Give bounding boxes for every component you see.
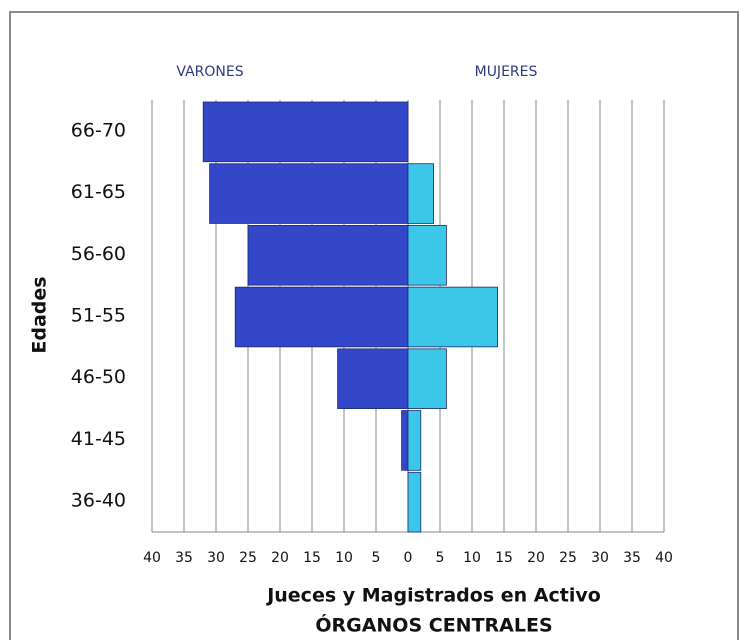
y-tick-label: 66-70 <box>71 119 126 141</box>
x-tick-label: 5 <box>436 550 445 566</box>
x-tick-label: 10 <box>463 550 481 566</box>
bar <box>234 286 409 348</box>
x-tick-label: 20 <box>527 550 545 566</box>
bar <box>337 348 409 409</box>
x-tick-label: 15 <box>303 550 321 566</box>
x-tick-label: 25 <box>559 550 577 566</box>
bar <box>202 101 409 163</box>
x-tick-label: 15 <box>495 550 513 566</box>
subtitle: ÓRGANOS CENTRALES <box>315 613 552 637</box>
y-tick-label: 36-40 <box>71 490 126 512</box>
bar <box>407 286 498 348</box>
x-tick-label: 20 <box>271 550 289 566</box>
y-tick-label: 41-45 <box>71 428 126 450</box>
x-tick-label: 30 <box>207 550 225 566</box>
bar <box>247 225 409 286</box>
x-tick-label: 40 <box>655 550 673 566</box>
x-tick-label: 30 <box>591 550 609 566</box>
x-tick-label: 40 <box>143 550 161 566</box>
y-axis-title: Edades <box>29 276 51 353</box>
bar <box>209 163 409 224</box>
bar <box>407 410 422 471</box>
x-tick-label: 35 <box>623 550 641 566</box>
bar <box>407 471 422 533</box>
x-axis-title: Jueces y Magistrados en Activo <box>265 585 601 607</box>
legend-label: VARONES <box>176 64 243 80</box>
x-tick-label: 25 <box>239 550 257 566</box>
y-tick-label: 51-55 <box>71 305 126 327</box>
x-tick-label: 5 <box>372 550 381 566</box>
y-tick-label: 46-50 <box>71 366 126 388</box>
x-tick-label: 35 <box>175 550 193 566</box>
bar <box>401 410 409 471</box>
y-tick-label: 61-65 <box>71 181 126 203</box>
x-tick-label: 10 <box>335 550 353 566</box>
bar <box>407 348 447 409</box>
legend-label: MUJERES <box>475 64 538 80</box>
bar <box>407 163 435 224</box>
y-tick-label: 56-60 <box>71 243 126 265</box>
x-tick-label: 0 <box>404 550 413 566</box>
bar <box>407 225 447 286</box>
